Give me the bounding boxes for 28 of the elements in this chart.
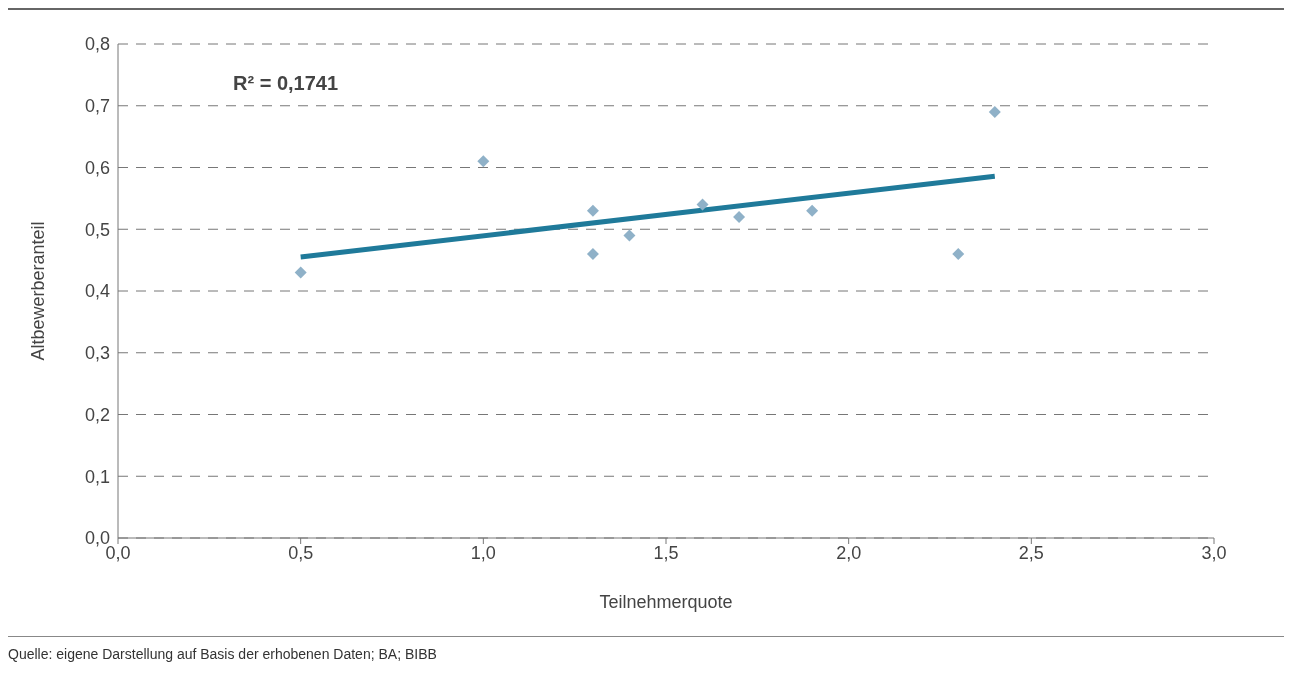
y-tick-label: 0,1 (84, 466, 110, 487)
point (952, 247, 965, 260)
x-tick-label: 2,0 (836, 542, 862, 563)
x-axis-title: Teilnehmerquote (599, 592, 733, 612)
y-tick-label: 0,2 (84, 404, 110, 425)
x-tick-label: 0,5 (288, 542, 314, 563)
point (586, 204, 599, 217)
y-tick-label: 0,4 (84, 281, 110, 302)
y-tick-label: 0,6 (84, 157, 110, 178)
y-tick-label: 0,5 (84, 219, 110, 240)
x-tick-label: 1,0 (470, 542, 496, 563)
point (586, 247, 599, 260)
y-tick-label: 0,7 (84, 96, 110, 117)
x-tick-label: 1,5 (653, 542, 679, 563)
point (806, 204, 819, 217)
point (733, 210, 746, 223)
point (477, 155, 490, 168)
y-tick-label: 0,8 (84, 34, 110, 55)
annotation: R² = 0,1741 (233, 72, 339, 95)
point (696, 198, 709, 211)
x-tick-label: 3,0 (1201, 542, 1227, 563)
point (294, 266, 307, 279)
y-axis-title: Altbewerberanteil (28, 221, 49, 361)
source-note: Quelle: eigene Darstellung auf Basis der erhobenen Daten; BA; BIBB (8, 646, 437, 662)
x-tick-label: 2,5 (1018, 542, 1044, 563)
point (988, 105, 1001, 118)
y-tick-label: 0,3 (84, 343, 110, 364)
point (623, 229, 636, 242)
